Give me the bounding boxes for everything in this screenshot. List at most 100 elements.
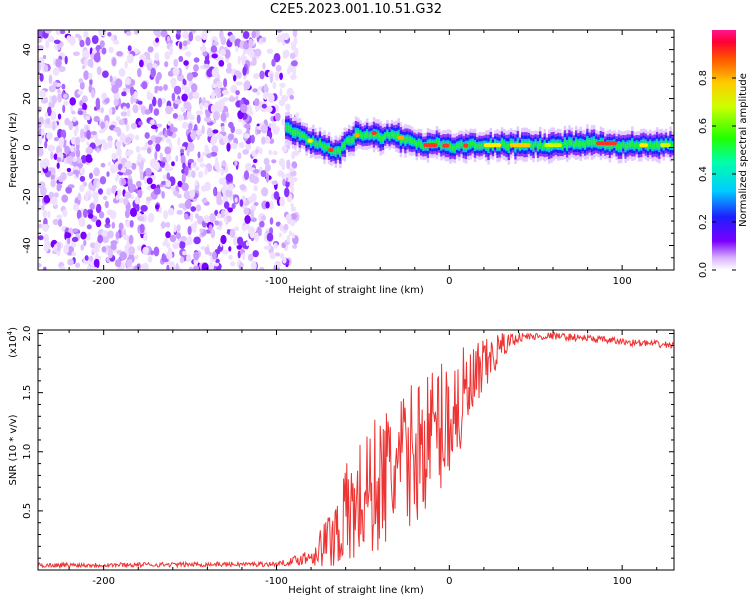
noise-speck bbox=[269, 73, 274, 84]
noise-speck bbox=[279, 197, 285, 207]
noise-speck bbox=[288, 167, 295, 173]
noise-speck bbox=[201, 198, 208, 204]
noise-speck bbox=[184, 86, 191, 96]
noise-speck bbox=[107, 230, 114, 239]
noise-speck bbox=[211, 145, 219, 154]
noise-speck bbox=[154, 85, 160, 91]
noise-speck bbox=[106, 187, 112, 196]
noise-speck bbox=[172, 113, 178, 119]
colorbar-tick-label: 0.6 bbox=[698, 118, 709, 134]
noise-speck bbox=[47, 210, 51, 219]
noise-speck bbox=[210, 228, 216, 239]
colorbar: 0.0 0.2 0.4 0.6 0.8 Normalized spectral ampl… bbox=[698, 30, 749, 278]
band-segment bbox=[619, 144, 623, 150]
noise-speck bbox=[184, 213, 189, 220]
noise-speck bbox=[150, 119, 155, 125]
noise-speck bbox=[227, 207, 233, 213]
noise-speck bbox=[183, 60, 189, 66]
noise-speck bbox=[193, 236, 201, 245]
noise-speck bbox=[131, 122, 137, 130]
noise-speck bbox=[216, 213, 222, 219]
noise-speck bbox=[81, 95, 88, 103]
noise-speck bbox=[129, 207, 138, 217]
noise-speck bbox=[43, 242, 49, 253]
noise-speck bbox=[221, 89, 229, 95]
noise-speck bbox=[261, 136, 266, 145]
noise-speck bbox=[124, 209, 130, 219]
band-segment bbox=[637, 143, 641, 150]
snr-yscale-label: (x10 bbox=[8, 335, 19, 358]
noise-speck bbox=[86, 224, 92, 230]
noise-speck bbox=[75, 136, 81, 146]
noise-speck bbox=[282, 32, 290, 41]
band-segment bbox=[655, 141, 659, 148]
band-segment bbox=[440, 143, 443, 149]
noise-speck bbox=[99, 176, 107, 185]
noise-speck bbox=[188, 31, 194, 42]
noise-speck bbox=[84, 191, 89, 202]
noise-speck bbox=[177, 180, 183, 188]
noise-speck bbox=[144, 132, 150, 139]
noise-speck bbox=[265, 173, 270, 183]
noise-speck bbox=[269, 217, 274, 225]
band-segment bbox=[592, 138, 596, 145]
noise-speck bbox=[97, 234, 104, 244]
noise-speck bbox=[135, 145, 141, 153]
noise-speck bbox=[175, 263, 179, 270]
noise-speck bbox=[190, 130, 197, 141]
noise-speck bbox=[198, 171, 204, 178]
band-segment bbox=[332, 149, 335, 155]
noise-speck bbox=[150, 124, 159, 130]
noise-speck bbox=[136, 180, 142, 188]
noise-speck bbox=[226, 229, 231, 234]
band-segment bbox=[608, 142, 612, 149]
band-segment bbox=[575, 139, 578, 147]
noise-speck bbox=[244, 123, 251, 129]
noise-speck bbox=[289, 178, 294, 183]
noise-speck bbox=[38, 62, 41, 72]
noise-speck bbox=[249, 230, 256, 239]
band-segment bbox=[458, 143, 461, 149]
noise-speck bbox=[221, 249, 229, 255]
band-segment bbox=[658, 143, 661, 150]
noise-speck bbox=[106, 171, 110, 177]
noise-speck bbox=[210, 213, 215, 218]
noise-speck bbox=[191, 83, 198, 93]
noise-speck bbox=[268, 93, 275, 104]
noise-speck bbox=[40, 128, 45, 136]
band-hotspot bbox=[660, 143, 671, 148]
noise-speck bbox=[286, 234, 291, 243]
noise-speck bbox=[213, 110, 220, 121]
noise-speck bbox=[270, 122, 277, 131]
noise-speck bbox=[242, 149, 249, 155]
snr-line bbox=[38, 332, 674, 570]
noise-speck bbox=[176, 224, 181, 233]
noise-speck bbox=[289, 95, 295, 100]
noise-speck bbox=[115, 140, 122, 148]
band-segment bbox=[352, 135, 355, 143]
noise-speck bbox=[184, 199, 192, 210]
noise-speck bbox=[179, 240, 186, 250]
snr-yscale-close: ) bbox=[8, 327, 19, 331]
noise-speck bbox=[150, 183, 157, 190]
noise-speck bbox=[153, 187, 161, 195]
noise-speck bbox=[235, 81, 243, 86]
noise-speck bbox=[247, 253, 254, 262]
noise-speck bbox=[193, 124, 198, 132]
noise-speck bbox=[282, 257, 287, 264]
noise-speck bbox=[260, 170, 267, 178]
noise-speck bbox=[168, 261, 176, 270]
noise-speck bbox=[86, 209, 94, 215]
noise-speck bbox=[64, 245, 69, 254]
noise-speck bbox=[263, 245, 271, 250]
noise-speck bbox=[234, 197, 238, 203]
band-segment bbox=[343, 141, 347, 148]
noise-speck bbox=[66, 167, 72, 173]
noise-speck bbox=[124, 160, 133, 169]
noise-speck bbox=[165, 105, 173, 115]
noise-speck bbox=[155, 136, 163, 142]
y-tick-label: 1.5 bbox=[22, 385, 33, 401]
band-segment bbox=[336, 147, 340, 153]
band-segment bbox=[357, 130, 360, 136]
noise-speck bbox=[108, 46, 114, 54]
